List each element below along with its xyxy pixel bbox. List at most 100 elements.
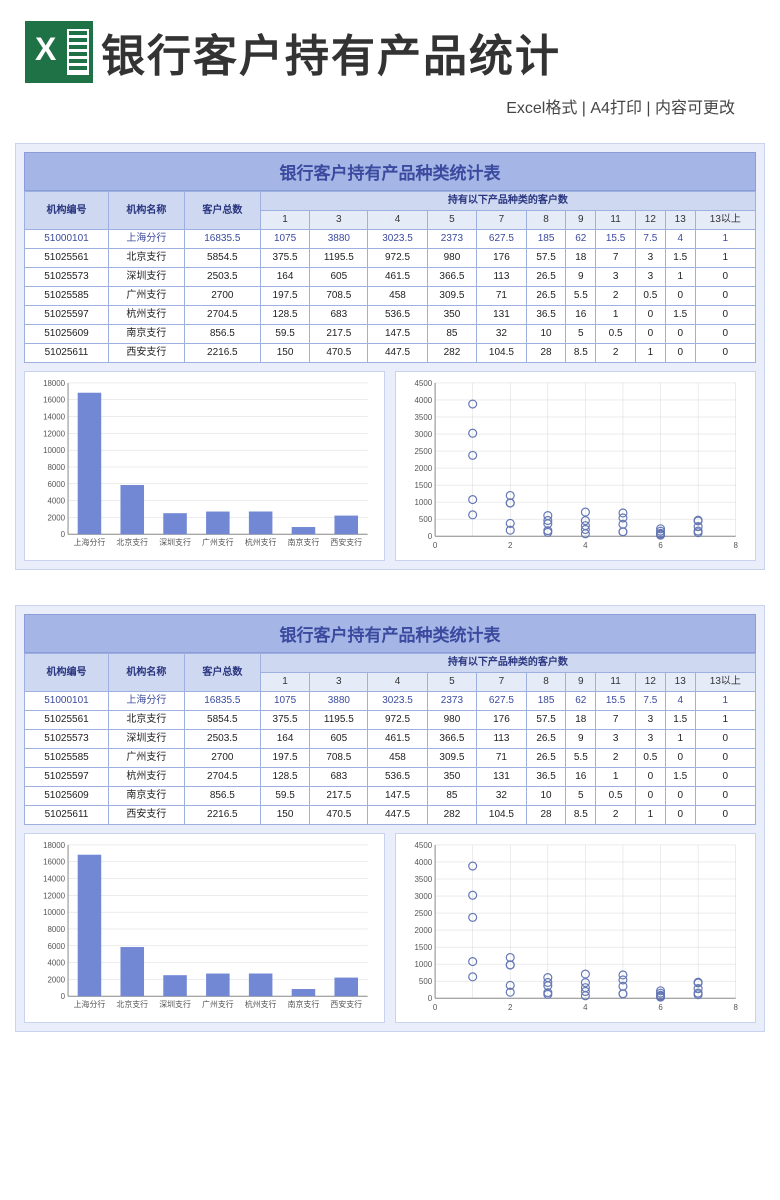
svg-text:4: 4	[583, 1003, 588, 1012]
cell-val: 458	[368, 749, 427, 768]
cell-val: 350	[427, 306, 477, 325]
cell-val: 217.5	[310, 325, 368, 344]
col-total: 客户总数	[184, 192, 260, 230]
cell-val: 15.5	[596, 230, 636, 249]
svg-text:4500: 4500	[415, 379, 433, 388]
cell-val: 131	[477, 306, 527, 325]
cell-val: 0	[635, 787, 665, 806]
cell-val: 185	[526, 230, 566, 249]
svg-text:18000: 18000	[43, 379, 66, 388]
cell-val: 605	[310, 730, 368, 749]
svg-text:2: 2	[508, 1003, 512, 1012]
cell-val: 0	[695, 344, 755, 363]
table-row: 51025611 西安支行 2216.5150470.5447.5282104.…	[25, 344, 756, 363]
cell-val: 16	[566, 768, 596, 787]
cell-total: 856.5	[184, 325, 260, 344]
cell-code: 51025611	[25, 344, 109, 363]
cell-code: 51025597	[25, 768, 109, 787]
svg-text:0: 0	[61, 530, 66, 539]
cell-name: 广州支行	[108, 749, 184, 768]
cell-val: 0	[695, 768, 755, 787]
svg-text:8000: 8000	[47, 925, 65, 934]
charts-row: 0200040006000800010000120001400016000180…	[24, 371, 756, 561]
cell-name: 上海分行	[108, 692, 184, 711]
cell-code: 51025585	[25, 287, 109, 306]
cell-total: 2700	[184, 287, 260, 306]
cell-val: 1	[695, 249, 755, 268]
cell-val: 1	[665, 730, 695, 749]
svg-text:1500: 1500	[415, 943, 433, 952]
cell-val: 0	[665, 325, 695, 344]
cell-val: 2373	[427, 692, 477, 711]
svg-text:广州支行: 广州支行	[202, 537, 234, 547]
svg-text:深圳支行: 深圳支行	[159, 999, 191, 1009]
cell-val: 708.5	[310, 749, 368, 768]
cell-val: 1	[695, 711, 755, 730]
svg-text:6000: 6000	[47, 942, 65, 951]
cell-val: 0.5	[596, 787, 636, 806]
cell-name: 广州支行	[108, 287, 184, 306]
cell-val: 0	[635, 325, 665, 344]
cell-val: 128.5	[260, 768, 310, 787]
svg-text:16000: 16000	[43, 858, 66, 867]
cell-val: 1	[596, 306, 636, 325]
cell-val: 0	[635, 768, 665, 787]
cell-val: 16	[566, 306, 596, 325]
cell-val: 147.5	[368, 325, 427, 344]
cell-val: 85	[427, 787, 477, 806]
cell-name: 深圳支行	[108, 268, 184, 287]
bar-chart: 0200040006000800010000120001400016000180…	[24, 371, 385, 561]
cell-val: 85	[427, 325, 477, 344]
col-holding: 1	[260, 673, 310, 692]
col-holding: 4	[368, 673, 427, 692]
cell-val: 2373	[427, 230, 477, 249]
svg-text:12000: 12000	[43, 891, 66, 900]
cell-total: 2700	[184, 749, 260, 768]
cell-val: 0	[665, 749, 695, 768]
cell-val: 683	[310, 306, 368, 325]
cell-val: 3	[635, 268, 665, 287]
cell-val: 1	[695, 692, 755, 711]
col-holding: 13	[665, 211, 695, 230]
cell-val: 350	[427, 768, 477, 787]
cell-val: 0	[665, 787, 695, 806]
col-total: 客户总数	[184, 654, 260, 692]
col-holding: 12	[635, 211, 665, 230]
cell-val: 0.5	[635, 749, 665, 768]
cell-val: 0	[695, 287, 755, 306]
cell-val: 147.5	[368, 787, 427, 806]
cell-name: 杭州支行	[108, 306, 184, 325]
page-header: 银行客户持有产品统计	[15, 20, 765, 84]
cell-val: 150	[260, 344, 310, 363]
cell-val: 10	[526, 325, 566, 344]
cell-name: 南京支行	[108, 325, 184, 344]
col-holding: 4	[368, 211, 427, 230]
cell-val: 59.5	[260, 787, 310, 806]
cell-val: 605	[310, 268, 368, 287]
svg-text:上海分行: 上海分行	[74, 537, 106, 547]
svg-text:10000: 10000	[43, 908, 66, 917]
svg-text:北京支行: 北京支行	[116, 999, 148, 1009]
cell-val: 71	[477, 287, 527, 306]
cell-val: 217.5	[310, 787, 368, 806]
cell-val: 113	[477, 268, 527, 287]
col-holding: 8	[526, 211, 566, 230]
svg-text:西安支行: 西安支行	[330, 537, 362, 547]
svg-text:上海分行: 上海分行	[74, 999, 106, 1009]
col-holding: 13以上	[695, 673, 755, 692]
svg-text:6: 6	[658, 541, 663, 550]
svg-text:0: 0	[428, 532, 433, 541]
svg-text:500: 500	[419, 977, 433, 986]
subtitle: Excel格式 | A4打印 | 内容可更改	[15, 94, 765, 118]
cell-val: 366.5	[427, 730, 477, 749]
cell-name: 北京支行	[108, 711, 184, 730]
cell-val: 32	[477, 787, 527, 806]
cell-name: 北京支行	[108, 249, 184, 268]
table-row: 51025573 深圳支行 2503.5164605461.5366.51132…	[25, 730, 756, 749]
svg-text:深圳支行: 深圳支行	[159, 537, 191, 547]
svg-text:1000: 1000	[415, 498, 433, 507]
svg-text:6000: 6000	[47, 480, 65, 489]
col-holding-group: 持有以下产品种类的客户数	[260, 192, 755, 211]
cell-val: 9	[566, 268, 596, 287]
svg-text:2000: 2000	[47, 513, 65, 522]
